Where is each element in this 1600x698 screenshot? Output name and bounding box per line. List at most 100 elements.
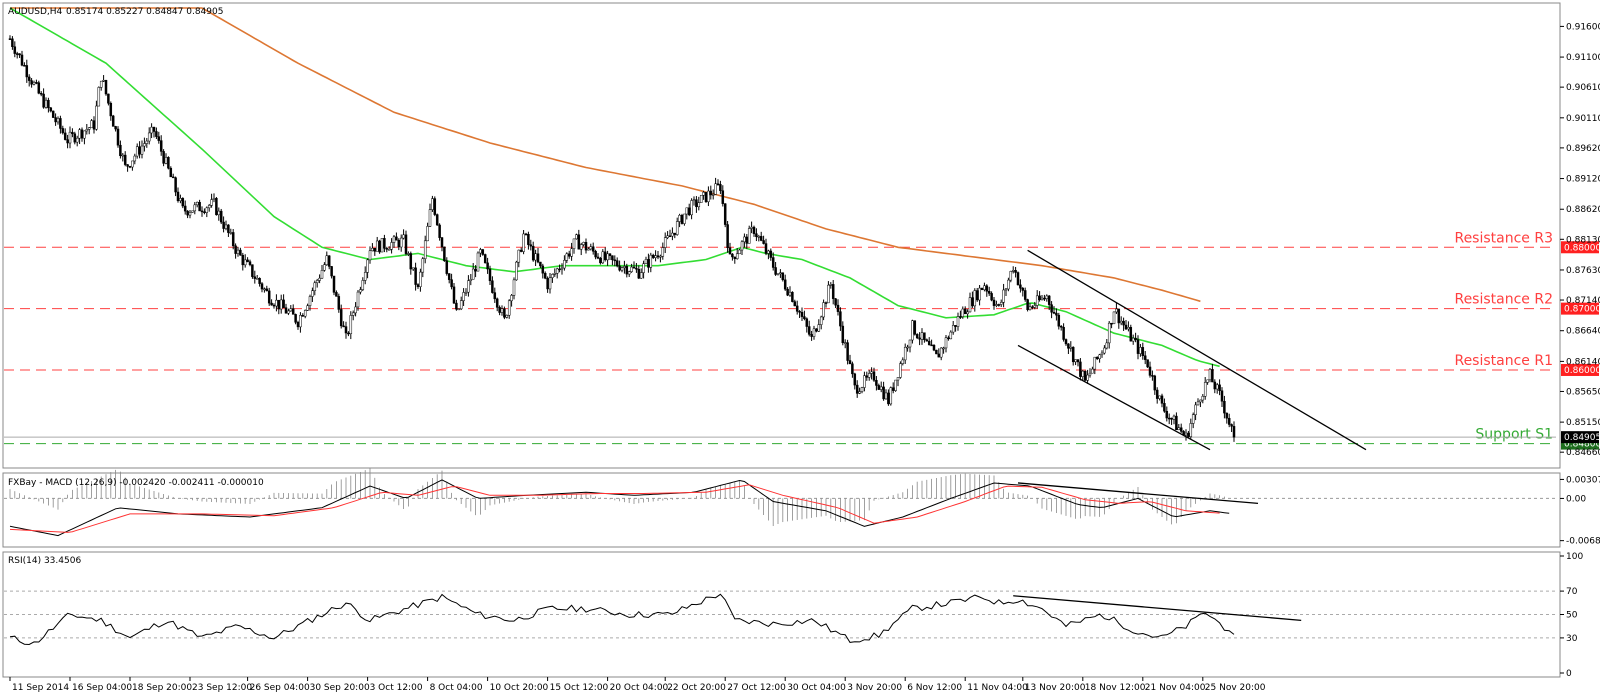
candle-body	[843, 342, 847, 344]
time-tick-label: 15 Oct 12:00	[550, 683, 609, 693]
rsi-panel: 100 70 50 30 0 RSI(14) 33.4506	[2, 551, 1583, 679]
candle-body	[323, 264, 326, 271]
candle-body	[27, 76, 31, 81]
candle-body	[565, 253, 569, 261]
level-label: Resistance R1	[1454, 353, 1553, 369]
candle-body	[867, 373, 871, 378]
candle-body	[803, 316, 806, 319]
candle-body	[1227, 417, 1231, 425]
candle-body	[728, 247, 732, 255]
candle-body	[123, 154, 127, 165]
candle-body	[783, 279, 787, 290]
candle-body	[301, 315, 305, 317]
candle-body	[654, 255, 657, 258]
time-tick-label: 30 Sep 20:00	[310, 683, 370, 693]
candle-body	[143, 143, 146, 147]
time-tick-label: 22 Oct 20:00	[667, 683, 726, 693]
candle-body	[203, 211, 206, 213]
price-tick-label: 0.86140	[1566, 357, 1600, 367]
candle-body	[1021, 287, 1025, 291]
candle-body	[128, 166, 132, 168]
candle-body	[623, 266, 626, 268]
candle-body	[805, 318, 809, 327]
time-tick-label: 3 Nov 20:00	[847, 683, 902, 693]
time-tick-label: 11 Sep 2014	[12, 683, 69, 693]
candle-body	[668, 235, 672, 238]
candle-body	[95, 105, 98, 130]
candle-body	[1194, 404, 1197, 415]
candle-body	[1225, 412, 1229, 419]
candle-body	[25, 65, 29, 78]
price-tick-label: 0.91100	[1566, 53, 1600, 63]
candle-body	[1100, 352, 1104, 356]
candle-body	[75, 137, 79, 143]
candle-body	[846, 342, 849, 361]
candle-body	[399, 237, 403, 248]
candle-body	[527, 233, 530, 245]
candle-body	[500, 308, 504, 313]
candle-body	[332, 275, 336, 293]
candle-body	[107, 93, 110, 104]
candle-body	[390, 242, 393, 250]
candle-body	[671, 232, 674, 237]
price-tick-label: 0.89120	[1566, 175, 1600, 185]
candle-body	[114, 126, 117, 130]
candle-body	[13, 46, 17, 54]
candle-body	[426, 226, 429, 242]
candle-body	[510, 295, 513, 302]
price-axis: 0.91600 0.91100 0.90610 0.90110 0.89620 0.891…	[1560, 22, 1600, 458]
rsi-tick-label: 70	[1566, 587, 1578, 597]
candle-body	[438, 224, 441, 238]
candle-body	[935, 349, 938, 355]
candle-body	[719, 184, 722, 191]
candle-body	[529, 244, 533, 247]
candle-body	[543, 272, 547, 279]
candle-body	[191, 210, 194, 213]
candle-body	[1002, 289, 1005, 303]
candle-body	[678, 214, 681, 222]
candle-body	[1184, 432, 1188, 436]
candle-body	[675, 221, 679, 235]
candle-body	[992, 299, 996, 306]
candle-body	[1057, 314, 1061, 327]
candle-body	[827, 284, 830, 304]
candle-body	[354, 306, 357, 314]
candle-body	[1131, 337, 1135, 342]
candle-body	[723, 203, 727, 225]
candle-body	[709, 190, 713, 196]
candle-body	[615, 260, 619, 267]
candle-body	[913, 320, 917, 335]
candle-body	[932, 344, 936, 351]
candle-body	[1007, 279, 1010, 290]
candle-body	[483, 254, 487, 264]
candle-body	[505, 314, 509, 318]
rsi-axis: 100 70 50 30 0	[1560, 552, 1583, 679]
candle-body	[23, 65, 26, 67]
candle-body	[1055, 312, 1058, 316]
candle-body	[685, 207, 689, 215]
candle-body	[925, 339, 929, 342]
chart-title: AUDUSD,H4	[8, 7, 63, 17]
channel-line	[1017, 344, 1211, 451]
candle-body	[447, 273, 451, 280]
candle-body	[267, 290, 271, 304]
candle-body	[176, 191, 180, 202]
candle-body	[152, 126, 156, 132]
candle-body	[632, 266, 636, 269]
candle-body	[966, 311, 969, 315]
candle-body	[786, 288, 789, 296]
level-label: Resistance R2	[1454, 292, 1553, 308]
candle-body	[1213, 381, 1217, 390]
candle-body	[51, 110, 55, 118]
candle-body	[347, 332, 350, 335]
candle-body	[85, 129, 89, 132]
candle-body	[397, 239, 401, 248]
price-tick-label: 0.87140	[1566, 296, 1600, 306]
candle-body	[894, 379, 897, 391]
candle-body	[666, 235, 669, 238]
candle-body	[231, 232, 235, 247]
candle-body	[349, 315, 353, 335]
candle-body	[1076, 359, 1080, 363]
candle-body	[234, 245, 237, 254]
candle-body	[1016, 272, 1020, 286]
